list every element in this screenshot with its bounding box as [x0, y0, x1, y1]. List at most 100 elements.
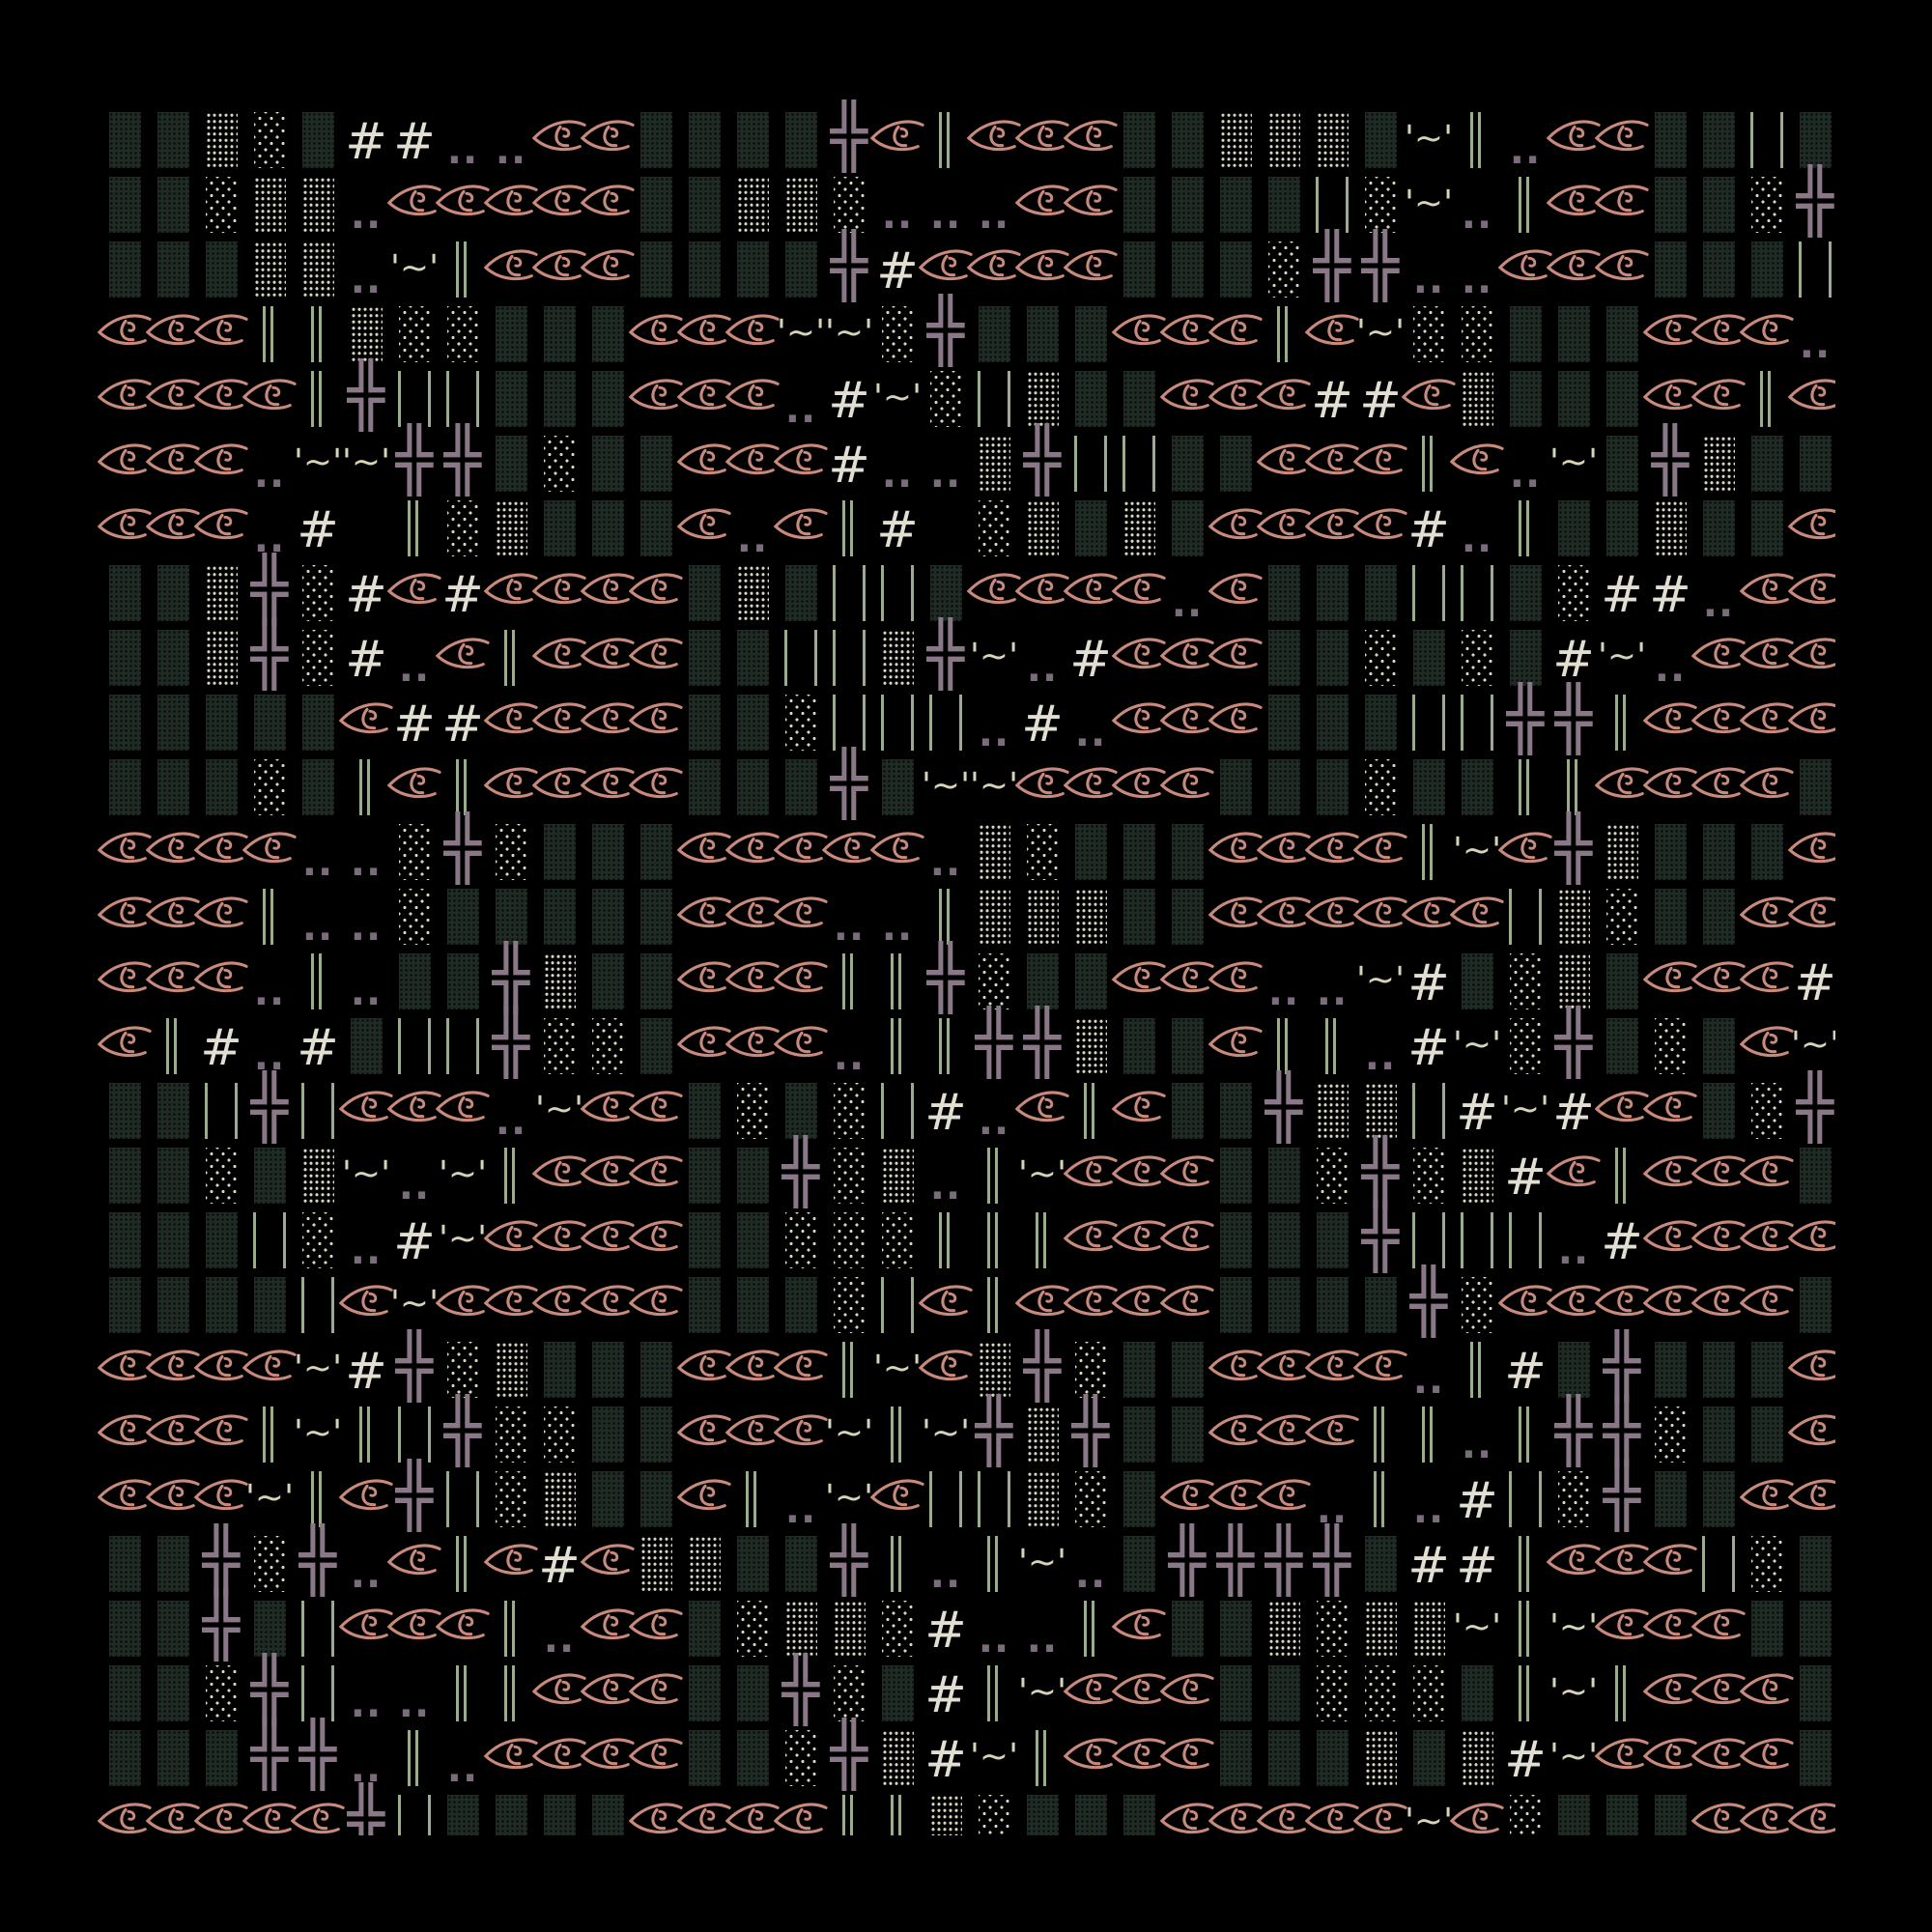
glyph-text: ..	[929, 451, 962, 497]
eye-icon	[580, 622, 635, 687]
dark-shade-block-cell	[294, 752, 342, 816]
shade-block	[785, 242, 817, 298]
wide-bars-cell	[1501, 881, 1549, 946]
shade-block	[1220, 1277, 1252, 1333]
sparse-dot-block-cell	[1308, 1593, 1356, 1658]
shade-block	[1510, 306, 1542, 362]
bars-glyph	[205, 1083, 238, 1139]
dark-shade-block-cell	[149, 752, 197, 816]
cross-cell: ╬	[1405, 1269, 1453, 1334]
eye-shape	[628, 767, 683, 799]
sparse-dot-block-cell	[1453, 1269, 1501, 1334]
eye-icon	[97, 1334, 152, 1399]
glyph-text: ╬	[202, 1589, 241, 1662]
quote-tilde-cell: '~'	[1405, 1787, 1453, 1835]
eye-shape	[97, 314, 152, 346]
eye-icon	[1787, 1334, 1835, 1399]
dark-shade-block-cell	[1453, 752, 1501, 816]
shade-block	[1606, 953, 1638, 1009]
dark-shade-block-cell	[439, 946, 487, 1010]
glyph-text: ╬	[250, 1071, 289, 1144]
hash-cell: #	[1598, 557, 1646, 622]
eye-shape	[1208, 896, 1263, 928]
dark-shade-block-cell	[1308, 1269, 1356, 1334]
glyph-text: #	[1504, 1342, 1547, 1401]
shade-block	[109, 1148, 141, 1204]
hash-cell: #	[922, 1075, 970, 1140]
dark-shade-block-cell	[342, 1010, 390, 1075]
eye-shape	[483, 573, 538, 605]
eye-shape	[580, 1091, 635, 1122]
shade-block	[1462, 1730, 1493, 1786]
shade-block	[302, 112, 334, 168]
quote-tilde-cell: '~'	[825, 298, 873, 363]
glyph-text: ..	[1412, 1487, 1445, 1532]
eye-shape	[1739, 896, 1794, 928]
bars-glyph	[398, 371, 431, 427]
glyph-text: ╬	[1168, 1524, 1207, 1597]
bars-glyph	[456, 1665, 467, 1721]
eye-icon	[1594, 1269, 1649, 1334]
glyph-text: ╬	[830, 230, 868, 302]
glyph-text: '~'	[342, 1153, 390, 1194]
eye-shape	[1014, 249, 1069, 281]
eye-icon	[773, 816, 828, 881]
eye-shape	[1642, 702, 1697, 734]
glyph-text: #	[441, 695, 484, 753]
eye-shape	[338, 702, 393, 734]
shade-block	[206, 759, 238, 815]
glyph-text: #	[1021, 695, 1064, 753]
shade-block	[1172, 436, 1204, 492]
sparse-dot-block-cell	[487, 1399, 535, 1463]
eye-shape	[145, 832, 200, 864]
sparse-dot-block-cell	[825, 169, 873, 234]
shade-block	[1558, 500, 1590, 556]
eye-shape	[193, 896, 248, 928]
bars-glyph	[1422, 1406, 1433, 1463]
dark-shade-block-cell	[1743, 816, 1791, 881]
shade-block	[1703, 889, 1735, 945]
eye-icon	[1352, 428, 1407, 493]
hash-cell: #	[1598, 1205, 1646, 1269]
shade-block	[1220, 759, 1252, 815]
dark-shade-block-cell	[777, 557, 825, 622]
shade-block	[496, 371, 527, 427]
glyph-text: ╬	[1603, 1460, 1641, 1532]
bars-glyph	[301, 1601, 334, 1657]
shade-block	[592, 953, 624, 1009]
eye-shape	[145, 508, 200, 540]
eye-shape	[1642, 767, 1697, 799]
eye-shape	[1642, 1285, 1697, 1317]
cross-cell: ╬	[970, 1399, 1018, 1463]
cross-cell: ╬	[342, 1787, 390, 1836]
dense-dot-block-cell	[487, 493, 535, 557]
dark-shade-block-cell	[100, 687, 149, 752]
eye-icon	[966, 557, 1021, 622]
eye-shape	[290, 1803, 345, 1834]
eye-shape	[724, 1026, 780, 1058]
eye-shape	[1159, 314, 1214, 346]
dense-dot-block-cell	[245, 234, 294, 298]
eye-icon	[1208, 816, 1263, 881]
shade-block	[206, 1730, 238, 1786]
shade-block	[1462, 1665, 1493, 1721]
glyph-text: ..	[1267, 969, 1300, 1014]
dark-shade-block-cell	[1308, 687, 1356, 752]
hash-cell: #	[1791, 946, 1835, 1010]
shade-block	[1800, 1730, 1832, 1786]
glyph-text: #	[1456, 1471, 1498, 1530]
double-bar-cell	[487, 622, 535, 687]
glyph-text: ╬	[1023, 1330, 1062, 1403]
bars-glyph	[1509, 1212, 1542, 1268]
dense-dot-block-cell	[1018, 881, 1066, 946]
eye-icon	[1111, 1140, 1166, 1205]
glyph-text: ╬	[443, 1395, 482, 1467]
double-bar-cell	[1501, 493, 1549, 557]
bars-glyph	[301, 1277, 334, 1333]
eye-icon	[1352, 1787, 1407, 1835]
shade-block	[206, 112, 238, 168]
glyph-text: '~'	[535, 1089, 583, 1129]
eye-icon	[580, 1075, 635, 1140]
wide-bars-cell	[1453, 1205, 1501, 1269]
bars-glyph	[1036, 1212, 1046, 1268]
